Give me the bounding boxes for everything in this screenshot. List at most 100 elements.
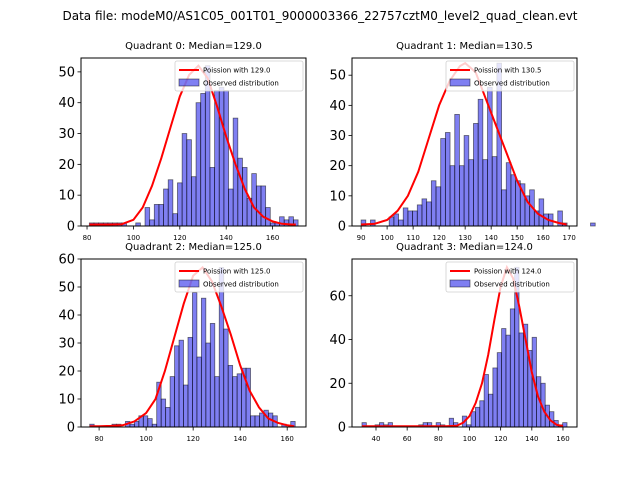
histogram-bar bbox=[483, 374, 489, 428]
y-tick-label: 20 bbox=[58, 158, 75, 173]
histogram-bar bbox=[245, 367, 251, 428]
histogram-bar bbox=[169, 376, 175, 428]
histogram-bar bbox=[177, 182, 183, 227]
histogram-bar bbox=[426, 201, 432, 227]
y-tick-label: 0 bbox=[338, 220, 346, 235]
histogram-bar bbox=[223, 328, 229, 428]
quadrant-panel-1: Quadrant 1: Median=130.590 100 110 120 130 14… bbox=[329, 41, 596, 242]
histogram-bar bbox=[227, 364, 234, 428]
quadrant-panel-0: Quadrant 0: Median=129.0 80 100 120 140 160 0 1… bbox=[58, 41, 307, 242]
histogram-bar bbox=[259, 412, 265, 428]
histogram-bar bbox=[174, 345, 180, 428]
x-tick-label: 170 bbox=[563, 234, 576, 242]
legend-label: Observed distribution bbox=[474, 80, 550, 88]
histogram-bar bbox=[223, 89, 229, 227]
legend-bar-swatch bbox=[178, 279, 200, 288]
panel-title: Quadrant 1: Median=130.5 bbox=[396, 41, 533, 52]
histogram-bar bbox=[440, 138, 446, 227]
histogram-bar bbox=[398, 219, 404, 227]
histogram-bar bbox=[501, 189, 507, 227]
legend: Poission with 129.0 Observed distribution bbox=[174, 60, 304, 92]
legend-box bbox=[174, 60, 304, 92]
histogram-bar bbox=[470, 411, 476, 428]
histogram-bar bbox=[183, 384, 189, 428]
legend-label: Poission with 125.0 bbox=[203, 268, 271, 276]
histogram-bar bbox=[232, 376, 238, 428]
histogram-bar bbox=[209, 322, 216, 428]
histogram-bar bbox=[505, 334, 511, 428]
histogram-bar bbox=[144, 207, 151, 227]
histogram-bar bbox=[430, 180, 437, 227]
histogram-bar bbox=[153, 204, 160, 227]
histogram-bar bbox=[509, 308, 516, 428]
x-tick-label: 120 bbox=[186, 435, 199, 443]
histogram-bar bbox=[133, 420, 140, 428]
histogram-bar bbox=[496, 352, 502, 428]
x-tick-label: 140 bbox=[220, 234, 233, 242]
histogram-bar bbox=[172, 213, 178, 227]
y-tick-label: 40 bbox=[58, 96, 75, 111]
legend-bar-swatch bbox=[449, 78, 471, 87]
y-tick-label: 60 bbox=[329, 289, 346, 304]
x-tick-label: 60 bbox=[403, 435, 412, 443]
x-tick-label: 110 bbox=[406, 234, 419, 242]
x-tick-label: 160 bbox=[281, 435, 294, 443]
histogram-bar bbox=[412, 210, 418, 227]
histogram-bar bbox=[209, 167, 216, 227]
histogram-bar bbox=[147, 418, 153, 428]
y-tick-label: 30 bbox=[58, 127, 75, 142]
histogram-bar bbox=[435, 186, 442, 227]
histogram-bar bbox=[421, 198, 428, 227]
y-tick-label: 20 bbox=[58, 365, 75, 380]
histogram-bar bbox=[218, 86, 225, 227]
histogram-bar bbox=[482, 159, 488, 227]
histogram-bar bbox=[491, 156, 498, 227]
x-tick-label: 80 bbox=[434, 435, 443, 443]
legend-label: Poission with 124.0 bbox=[474, 268, 542, 276]
histogram-bar bbox=[590, 222, 596, 227]
y-tick-label: 10 bbox=[58, 393, 75, 408]
legend-label: Poission with 130.5 bbox=[474, 67, 542, 75]
histogram-bar bbox=[200, 297, 207, 428]
y-tick-label: 0 bbox=[338, 421, 346, 436]
x-tick-label: 80 bbox=[95, 435, 104, 443]
histogram-bar bbox=[205, 342, 211, 428]
histogram-bar bbox=[200, 93, 206, 227]
x-tick-label: 40 bbox=[372, 435, 381, 443]
histogram-bar bbox=[237, 157, 243, 227]
x-tick-label: 120 bbox=[494, 435, 507, 443]
histogram-bar bbox=[510, 174, 517, 227]
histogram-bar bbox=[236, 373, 242, 428]
histogram-bar bbox=[255, 185, 262, 227]
histogram-bar bbox=[195, 102, 202, 227]
legend-label: Observed distribution bbox=[474, 281, 550, 289]
legend-box bbox=[174, 261, 304, 293]
histogram-bar bbox=[196, 356, 202, 428]
histogram-bar bbox=[181, 133, 188, 227]
histogram-bar bbox=[488, 393, 494, 428]
histogram-bar bbox=[158, 204, 164, 227]
legend: Poission with 125.0 Observed distribution bbox=[174, 261, 304, 293]
histogram-bar bbox=[562, 422, 568, 428]
histogram-bar bbox=[167, 179, 174, 227]
histogram-bar bbox=[454, 114, 460, 227]
x-tick-label: 100 bbox=[127, 234, 140, 242]
legend-label: Poission with 129.0 bbox=[203, 67, 271, 75]
axes-frame bbox=[80, 57, 307, 227]
x-tick-label: 140 bbox=[525, 435, 538, 443]
histogram-bar bbox=[187, 336, 193, 428]
histogram-bar bbox=[459, 165, 465, 227]
x-tick-label: 100 bbox=[380, 234, 393, 242]
histogram-bar bbox=[254, 415, 260, 428]
legend-box bbox=[445, 60, 575, 92]
y-tick-label: 50 bbox=[58, 65, 75, 80]
panel-title: Quadrant 0: Median=129.0 bbox=[125, 41, 262, 52]
axes-frame bbox=[351, 258, 578, 428]
quadrant-panel-3: Quadrant 3: Median=124.0 40 60 80 100 120 140 1… bbox=[329, 242, 578, 443]
histogram-bar bbox=[505, 162, 512, 227]
panel-title: Quadrant 2: Median=125.0 bbox=[125, 242, 262, 253]
y-tick-label: 40 bbox=[329, 99, 346, 114]
legend-box bbox=[445, 261, 575, 293]
histogram-bar bbox=[232, 117, 239, 227]
x-tick-label: 90 bbox=[357, 234, 366, 242]
